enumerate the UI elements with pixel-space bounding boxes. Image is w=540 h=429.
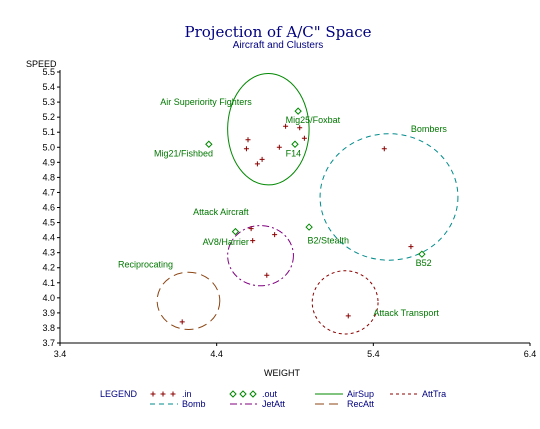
legend-label: RecAtt xyxy=(347,399,375,409)
legend-entry: .out xyxy=(229,389,278,399)
y-tick-label: 4.7 xyxy=(42,187,55,197)
point-in xyxy=(408,244,414,250)
y-tick-label: 4.6 xyxy=(42,203,55,213)
chart-subtitle: Aircraft and Clusters xyxy=(233,40,324,51)
point-in xyxy=(345,313,351,319)
point-label: B2/Stealth xyxy=(308,236,350,246)
legend-swatch-out xyxy=(249,390,257,398)
y-tick-label: 4.1 xyxy=(42,278,55,288)
cluster-label: Reciprocating xyxy=(118,260,173,270)
y-tick-label: 4.4 xyxy=(42,233,55,243)
point-out xyxy=(294,107,302,115)
cluster-jetatt xyxy=(227,225,294,287)
point-out xyxy=(231,227,240,236)
point-in xyxy=(245,137,251,143)
y-tick-label: 5.2 xyxy=(42,112,55,122)
cluster-atttra xyxy=(311,270,379,335)
point-label: Mig21/Fishbed xyxy=(154,148,213,158)
legend-label: AirSup xyxy=(347,389,374,399)
y-tick-label: 5.3 xyxy=(42,97,55,107)
legend-label: AttTra xyxy=(422,389,446,399)
y-tick-label: 3.8 xyxy=(42,323,55,333)
point-out xyxy=(305,223,313,231)
x-axis-label: WEIGHT xyxy=(264,368,300,378)
legend-label: .in xyxy=(182,389,192,399)
y-tick-label: 4.2 xyxy=(42,263,55,273)
annotations: Air Superiority Fighters Bombers Attack Ai… xyxy=(118,97,447,318)
y-tick-label: 3.7 xyxy=(42,338,55,348)
point-out xyxy=(291,140,299,148)
x-tick-label: 6.4 xyxy=(524,349,537,359)
legend-label: .out xyxy=(262,389,278,399)
point-label: F14 xyxy=(286,148,302,158)
y-tick-label: 5.1 xyxy=(42,127,55,137)
legend-entry: JetAtt xyxy=(230,399,286,409)
legend-label: JetAtt xyxy=(262,399,286,409)
cluster-label: Bombers xyxy=(411,124,448,134)
cluster-bomb xyxy=(319,133,459,261)
y-tick-label: 4.8 xyxy=(42,172,55,182)
legend-entry: AttTra xyxy=(390,389,446,399)
x-tick-label: 3.4 xyxy=(54,349,67,359)
legend-entry: RecAtt xyxy=(315,399,375,409)
cluster-recatt xyxy=(156,271,221,330)
legend-label: Bomb xyxy=(182,399,206,409)
y-tick-label: 5.4 xyxy=(42,82,55,92)
y-tick-label: 5.0 xyxy=(42,142,55,152)
point-in xyxy=(381,146,387,152)
cluster-label: Attack Aircraft xyxy=(193,207,249,217)
cluster-airsup xyxy=(227,73,310,186)
point-in xyxy=(272,232,278,238)
y-tick-label: 4.5 xyxy=(42,218,55,228)
point-in xyxy=(301,135,307,141)
legend-swatch-out xyxy=(229,390,237,398)
legend-swatch-in xyxy=(150,391,156,397)
point-in xyxy=(264,272,270,278)
data-points xyxy=(179,107,426,325)
point-in xyxy=(254,161,260,167)
legend-entry: Bomb xyxy=(150,399,206,409)
y-tick-label: 4.3 xyxy=(42,248,55,258)
cluster-label: Attack Transport xyxy=(373,308,439,318)
point-in xyxy=(276,144,282,150)
x-tick-label: 4.4 xyxy=(210,349,223,359)
legend-swatch-in xyxy=(160,391,166,397)
legend-entry: .in xyxy=(150,389,192,399)
cluster-ellipses xyxy=(156,73,459,335)
point-in xyxy=(248,226,254,232)
point-in xyxy=(243,146,249,152)
chart-title: Projection of A/C" Space xyxy=(185,23,372,41)
x-tick-label: 5.4 xyxy=(367,349,380,359)
legend-entry: AirSup xyxy=(315,389,374,399)
point-in xyxy=(283,123,289,129)
point-in xyxy=(297,125,303,131)
y-tick-label: 4.9 xyxy=(42,157,55,167)
point-label: Mig25/Foxbat xyxy=(286,115,341,125)
point-label: B52 xyxy=(416,258,432,268)
legend-swatch-in xyxy=(170,391,176,397)
point-out xyxy=(205,140,213,148)
cluster-label: Air Superiority Fighters xyxy=(160,97,252,107)
y-tick-label: 3.9 xyxy=(42,308,55,318)
y-axis-label: SPEED xyxy=(26,59,57,69)
point-label: AV8/Harrier xyxy=(203,237,249,247)
legend-title: LEGEND xyxy=(100,389,138,399)
y-tick-label: 4.0 xyxy=(42,293,55,303)
axes: 3.7 3.8 3.9 4.0 4.1 4.2 4.3 4.4 4.5 4.6 4.7 4.8 4.9 5… xyxy=(42,67,536,359)
point-in xyxy=(259,156,265,162)
point-in xyxy=(250,238,256,244)
legend-swatch-out xyxy=(239,390,247,398)
point-in xyxy=(179,319,185,325)
point-out xyxy=(418,250,426,258)
y-tick-label: 5.5 xyxy=(42,67,55,77)
